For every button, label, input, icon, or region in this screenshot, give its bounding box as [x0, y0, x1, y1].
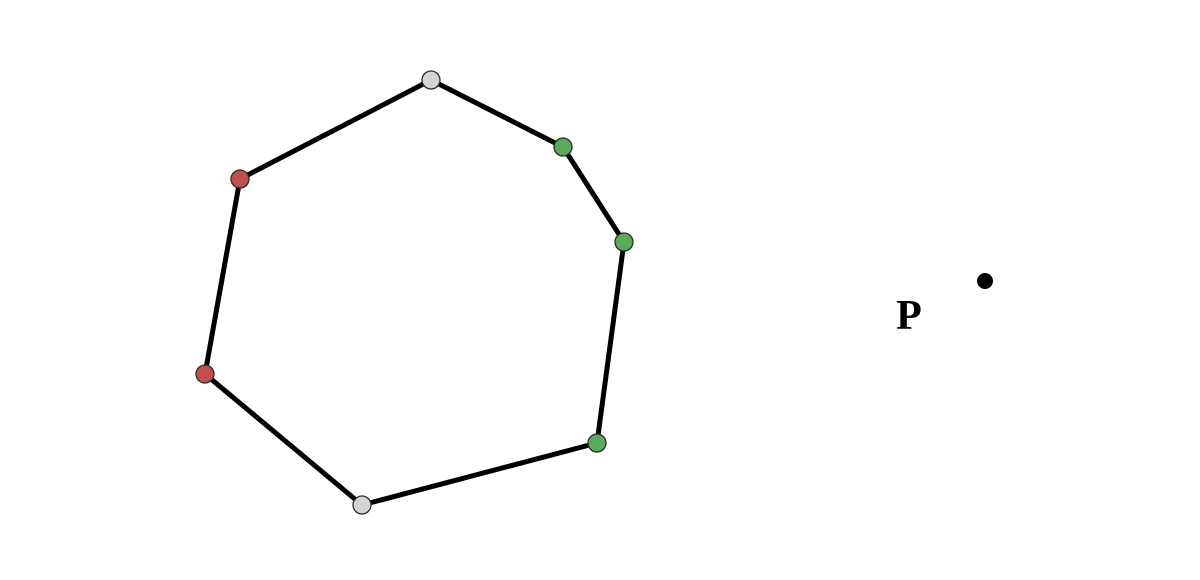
edge-v4-v5 — [202, 371, 365, 508]
vertex-v6-red — [230, 169, 250, 189]
edge-v0-v1 — [428, 77, 566, 150]
edge-v5-v6 — [202, 176, 243, 377]
vertex-v2-green — [614, 232, 634, 252]
polygon-edges — [202, 77, 627, 508]
edge-v6-v0 — [237, 77, 434, 182]
edge-v3-v4 — [359, 440, 600, 508]
point-p-label: P — [896, 293, 922, 339]
edge-v2-v3 — [594, 239, 627, 446]
vertex-v3-green — [587, 433, 607, 453]
vertex-v0-gray — [421, 70, 441, 90]
vertex-v5-red — [195, 364, 215, 384]
vertex-v1-green — [553, 137, 573, 157]
edge-v1-v2 — [560, 144, 627, 245]
polygon-vertices — [195, 70, 634, 515]
vertex-v4-gray — [352, 495, 372, 515]
point-p — [975, 271, 995, 291]
